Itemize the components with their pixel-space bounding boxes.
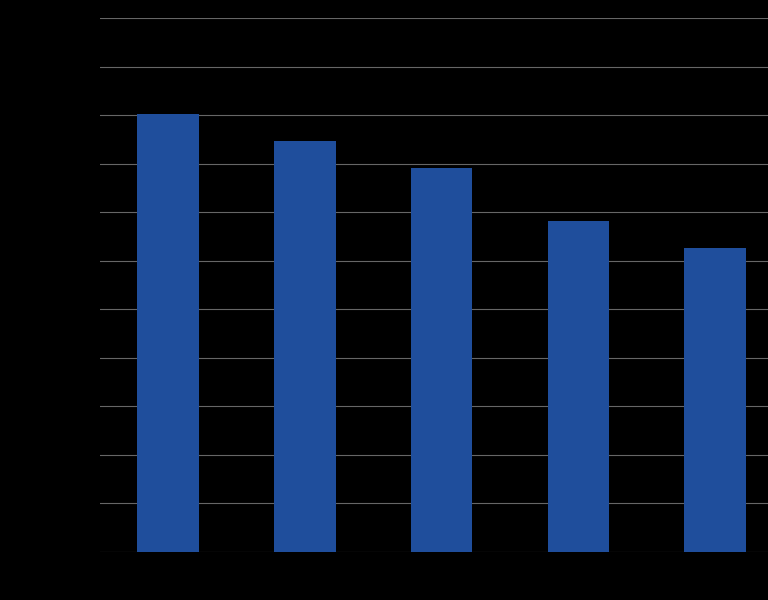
Bar: [137, 114, 199, 552]
Bar: [684, 248, 746, 552]
Bar: [274, 141, 336, 552]
Bar: [548, 221, 609, 552]
Bar: [411, 167, 472, 552]
